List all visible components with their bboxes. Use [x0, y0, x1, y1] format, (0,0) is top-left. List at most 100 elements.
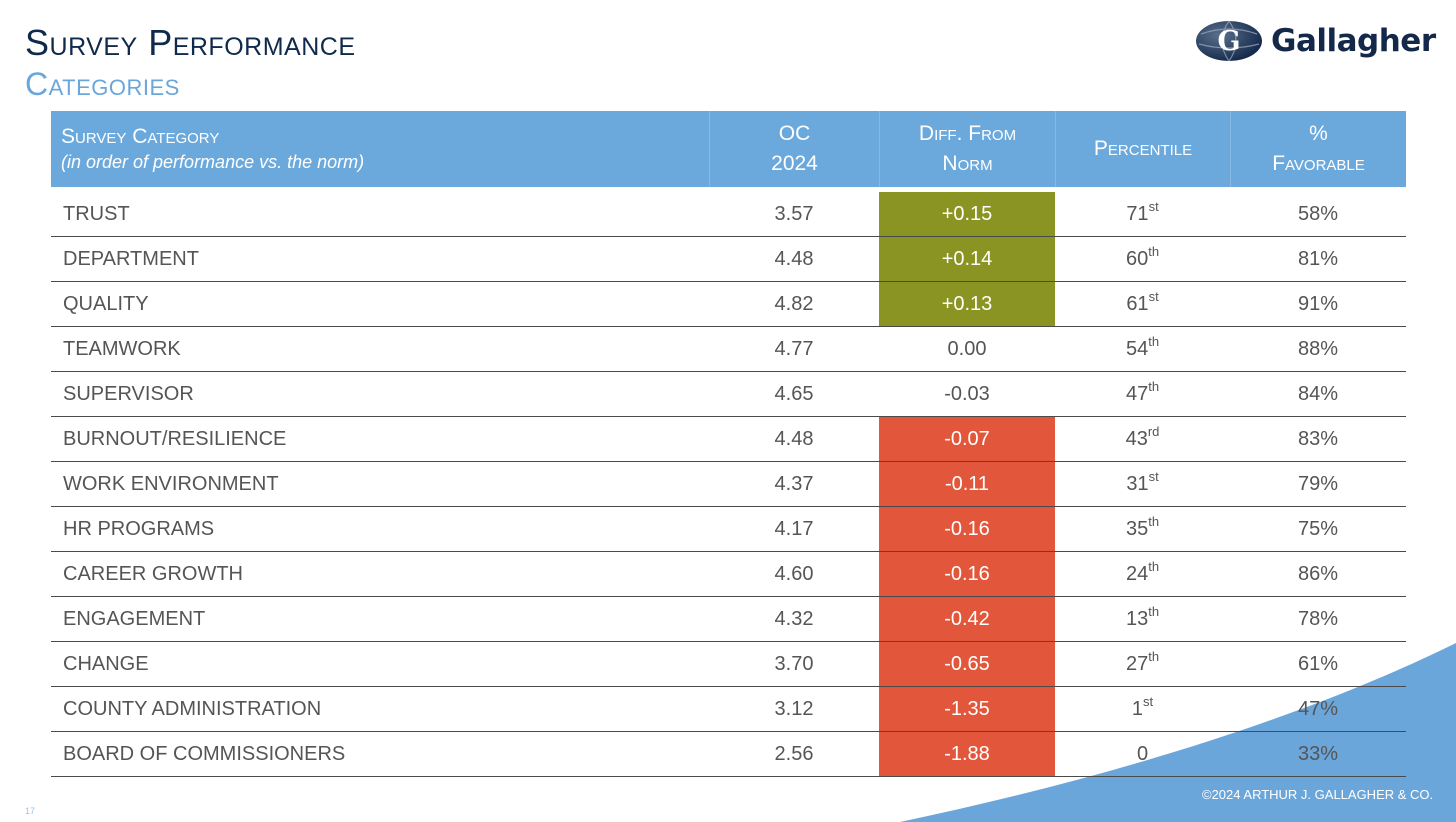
header-survey-category: Survey Category (in order of performance… [51, 111, 709, 187]
header-oc-2024: OC 2024 [709, 111, 879, 187]
favorable-cell: 86% [1230, 552, 1406, 597]
percentile-cell: 0 [1055, 732, 1230, 777]
percentile-suffix: th [1148, 603, 1160, 619]
category-cell: SUPERVISOR [51, 372, 709, 417]
table-row: SUPERVISOR 4.65 -0.03 47th 84% [51, 372, 1406, 417]
table-row: CHANGE 3.70 -0.65 27th 61% [51, 642, 1406, 687]
percentile-value: 71 [1126, 202, 1149, 225]
table-row: BURNOUT/RESILIENCE 4.48 -0.07 43rd 83% [51, 417, 1406, 462]
percentile-cell: 61st [1055, 282, 1230, 327]
percentile-cell: 13th [1055, 597, 1230, 642]
favorable-cell: 61% [1230, 642, 1406, 687]
favorable-cell: 91% [1230, 282, 1406, 327]
table-row: QUALITY 4.82 +0.13 61st 91% [51, 282, 1406, 327]
percentile-suffix: th [1148, 558, 1160, 574]
page-subtitle: Categories [25, 66, 180, 102]
percentile-cell: 27th [1055, 642, 1230, 687]
diff-from-norm-cell: -1.88 [879, 732, 1055, 777]
copyright-footer: ©2024 ARTHUR J. GALLAGHER & CO. [1202, 787, 1434, 802]
favorable-cell: 83% [1230, 417, 1406, 462]
oc-score-cell: 4.82 [709, 282, 879, 327]
percentile-suffix: st [1148, 288, 1159, 304]
header-percentile: Percentile [1055, 111, 1230, 187]
percentile-suffix: rd [1147, 423, 1160, 439]
diff-from-norm-cell: -0.42 [879, 597, 1055, 642]
table-row: WORK ENVIRONMENT 4.37 -0.11 31st 79% [51, 462, 1406, 507]
percentile-cell: 24th [1055, 552, 1230, 597]
percentile-cell: 54th [1055, 327, 1230, 372]
diff-from-norm-cell: +0.14 [879, 237, 1055, 282]
header-diff-from-norm: Diff. From Norm [879, 111, 1055, 187]
oc-score-cell: 4.48 [709, 237, 879, 282]
table-row: TRUST 3.57 +0.15 71st 58% [51, 192, 1406, 237]
percentile-value: 27 [1125, 652, 1149, 675]
percentile-value: 43 [1125, 427, 1148, 450]
category-cell: QUALITY [51, 282, 709, 327]
header-diff-line1: Diff. From [918, 122, 1017, 145]
percentile-value: 54 [1125, 337, 1149, 360]
category-cell: TEAMWORK [51, 327, 709, 372]
diff-from-norm-cell: -0.07 [879, 417, 1055, 462]
percentile-cell: 31st [1055, 462, 1230, 507]
favorable-cell: 79% [1230, 462, 1406, 507]
percentile-value: 0 [1136, 742, 1149, 765]
percentile-cell: 71st [1055, 192, 1230, 237]
category-cell: BURNOUT/RESILIENCE [51, 417, 709, 462]
category-cell: CAREER GROWTH [51, 552, 709, 597]
percentile-value: 31 [1126, 472, 1149, 495]
oc-score-cell: 3.12 [709, 687, 879, 732]
oc-score-cell: 2.56 [709, 732, 879, 777]
oc-score-cell: 4.65 [709, 372, 879, 417]
percentile-value: 60 [1125, 247, 1149, 270]
favorable-cell: 58% [1230, 192, 1406, 237]
diff-from-norm-cell: -0.65 [879, 642, 1055, 687]
favorable-cell: 33% [1230, 732, 1406, 777]
oc-score-cell: 4.77 [709, 327, 879, 372]
page-title: Survey Performance [25, 22, 356, 63]
percentile-value: 35 [1125, 517, 1149, 540]
survey-category-table: Survey Category (in order of performance… [51, 111, 1406, 777]
header-fav-line1: % [1309, 122, 1328, 145]
percentile-suffix: th [1148, 243, 1160, 259]
category-cell: COUNTY ADMINISTRATION [51, 687, 709, 732]
header-oc-line1: OC [778, 122, 811, 145]
category-cell: TRUST [51, 192, 709, 237]
favorable-cell: 88% [1230, 327, 1406, 372]
percentile-suffix: st [1143, 693, 1154, 709]
percentile-cell: 47th [1055, 372, 1230, 417]
percentile-suffix: th [1148, 648, 1160, 664]
diff-from-norm-cell: 0.00 [879, 327, 1055, 372]
category-cell: CHANGE [51, 642, 709, 687]
favorable-cell: 81% [1230, 237, 1406, 282]
header-favorable: % Favorable [1230, 111, 1406, 187]
percentile-value: 13 [1125, 607, 1149, 630]
category-cell: DEPARTMENT [51, 237, 709, 282]
page-number: 17 [25, 806, 36, 816]
table-row: CAREER GROWTH 4.60 -0.16 24th 86% [51, 552, 1406, 597]
table-row: ENGAGEMENT 4.32 -0.42 13th 78% [51, 597, 1406, 642]
header-diff-line2: Norm [942, 152, 993, 175]
gallagher-logo: G Gallagher [1195, 20, 1436, 62]
logo-text: Gallagher [1271, 23, 1436, 59]
table-row: COUNTY ADMINISTRATION 3.12 -1.35 1st 47% [51, 687, 1406, 732]
header-fav-line2: Favorable [1272, 152, 1365, 175]
category-cell: BOARD OF COMMISSIONERS [51, 732, 709, 777]
oc-score-cell: 3.57 [709, 192, 879, 237]
table-header-row: Survey Category (in order of performance… [51, 111, 1406, 187]
percentile-value: 1 [1131, 697, 1143, 720]
oc-score-cell: 4.60 [709, 552, 879, 597]
favorable-cell: 84% [1230, 372, 1406, 417]
oc-score-cell: 4.37 [709, 462, 879, 507]
percentile-value: 61 [1126, 292, 1149, 315]
header-category-label: Survey Category [61, 125, 220, 148]
diff-from-norm-cell: +0.15 [879, 192, 1055, 237]
percentile-suffix: th [1148, 378, 1160, 394]
diff-from-norm-cell: -0.16 [879, 507, 1055, 552]
percentile-cell: 35th [1055, 507, 1230, 552]
table-row: BOARD OF COMMISSIONERS 2.56 -1.88 0 33% [51, 732, 1406, 777]
percentile-suffix: st [1148, 468, 1159, 484]
header-category-note: (in order of performance vs. the norm) [61, 152, 365, 172]
percentile-value: 47 [1125, 382, 1149, 405]
favorable-cell: 75% [1230, 507, 1406, 552]
